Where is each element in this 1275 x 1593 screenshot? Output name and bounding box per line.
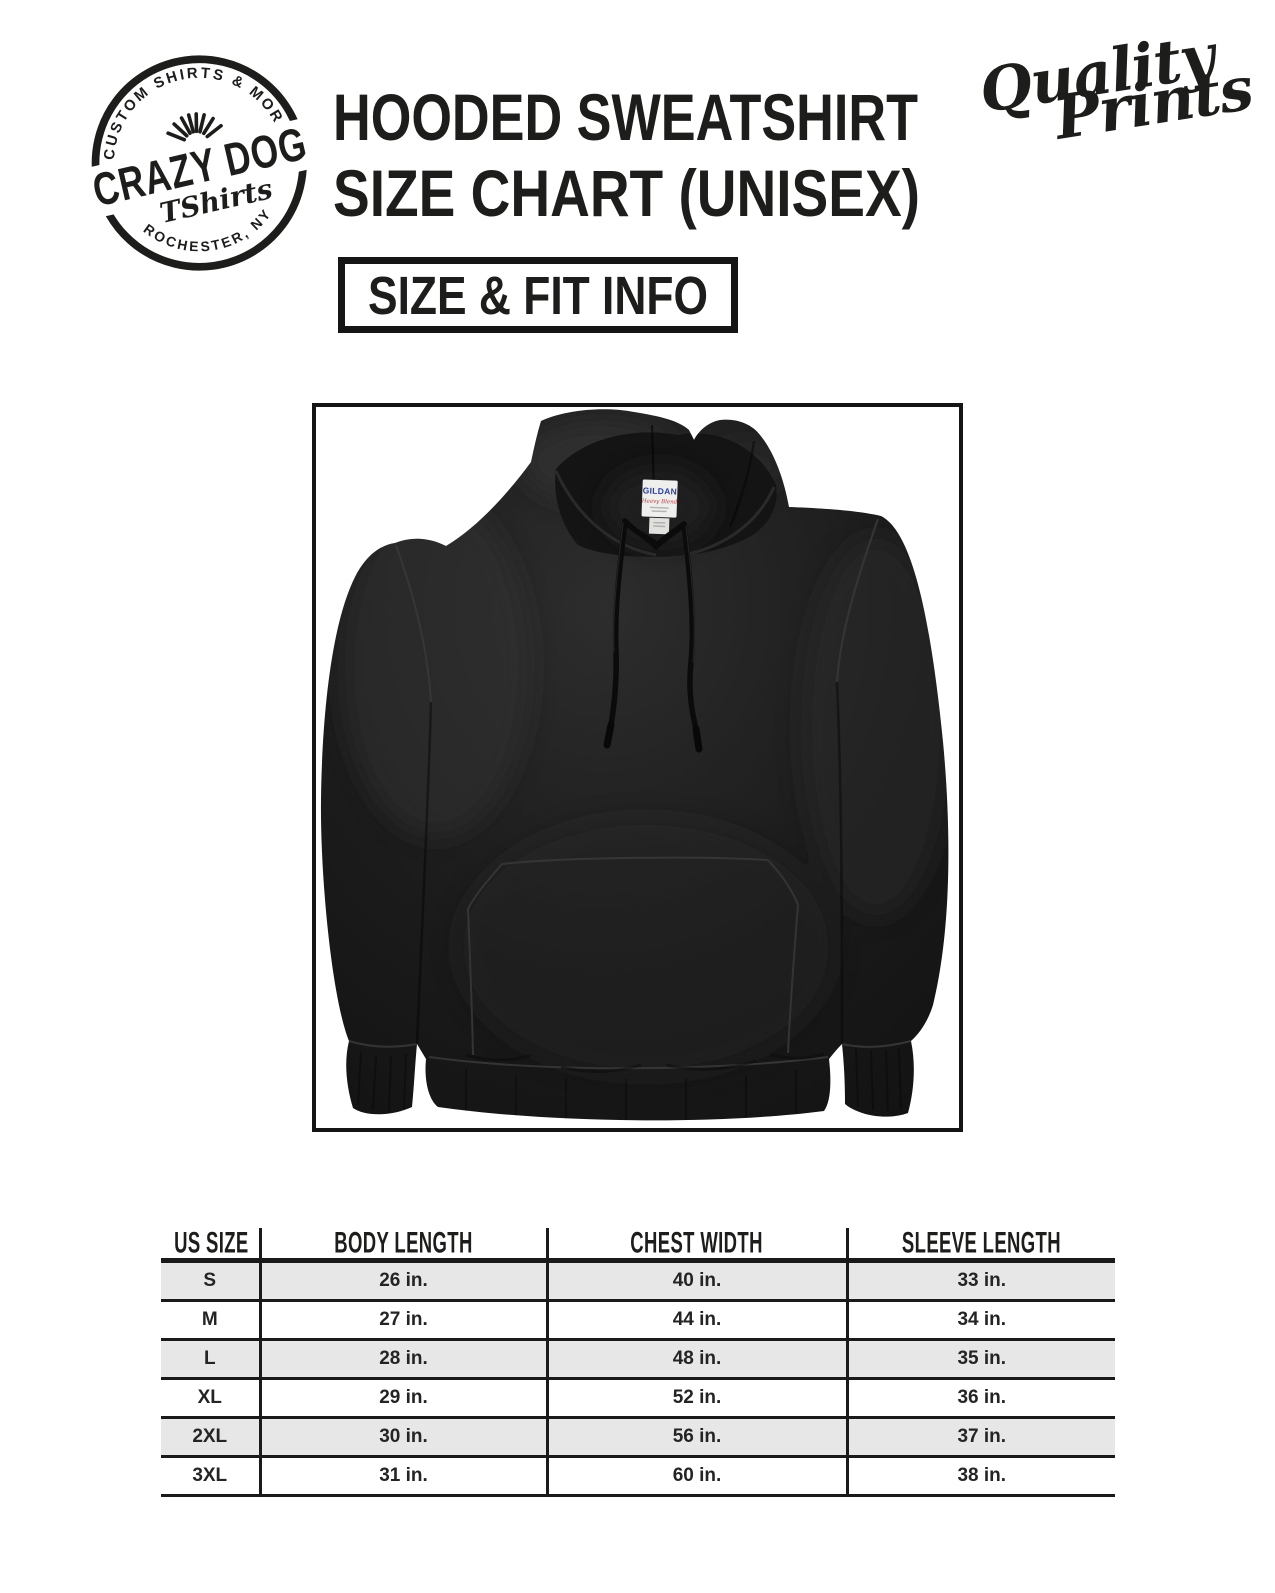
chest-width-cell: 56 in. bbox=[545, 1416, 847, 1457]
body-length-cell: 27 in. bbox=[258, 1299, 547, 1340]
body-length-cell: 30 in. bbox=[258, 1416, 547, 1457]
table-row-s: S 26 in. 40 in. 33 in. bbox=[161, 1259, 1115, 1301]
table-row-xl: XL 29 in. 52 in. 36 in. bbox=[161, 1377, 1115, 1418]
body-length-cell: 29 in. bbox=[258, 1377, 547, 1418]
chest-width-cell: 40 in. bbox=[545, 1259, 847, 1301]
badge-band bbox=[86, 113, 312, 223]
tag-line-text: Heavy Blend bbox=[641, 498, 678, 505]
table-row-3xl: 3XL 31 in. 60 in. 38 in. bbox=[161, 1455, 1115, 1497]
sleeve-length-cell: 33 in. bbox=[845, 1259, 1115, 1301]
column-header-label: CHEST WIDTH bbox=[630, 1225, 764, 1259]
sleeve-length-cell: 37 in. bbox=[845, 1416, 1115, 1457]
table-header-row: US SIZE BODY LENGTH CHEST WIDTH SLEEVE L… bbox=[161, 1225, 1115, 1263]
hoodie-shadow-lines bbox=[415, 440, 844, 1045]
page-title-line1: HOODED SWEATSHIRT bbox=[333, 90, 918, 154]
hoodie-seams bbox=[348, 518, 912, 1070]
page-title-line2: SIZE CHART (UNISEX) bbox=[333, 156, 920, 230]
sleeve-length-cell: 36 in. bbox=[845, 1377, 1115, 1418]
size-fit-info-text-svg: SIZE & FIT INFO bbox=[368, 266, 708, 326]
us-size-cell: 3XL bbox=[161, 1455, 260, 1497]
column-header-chest-width: CHEST WIDTH bbox=[545, 1225, 847, 1263]
chest-width-cell: 48 in. bbox=[545, 1338, 847, 1379]
body-length-cell: 31 in. bbox=[258, 1455, 547, 1497]
badge-sunburst-rays-icon bbox=[166, 112, 223, 142]
quality-prints-logo: Quality Prints bbox=[975, 21, 1257, 236]
us-size-cell: XL bbox=[161, 1377, 260, 1418]
us-size-cell: L bbox=[161, 1338, 260, 1379]
body-length-cell: 28 in. bbox=[258, 1338, 547, 1379]
chest-width-cell: 52 in. bbox=[545, 1377, 847, 1418]
column-header-sleeve-length: SLEEVE LENGTH bbox=[845, 1225, 1115, 1263]
column-header-label: US SIZE bbox=[174, 1225, 249, 1259]
sleeve-length-cell: 38 in. bbox=[845, 1455, 1115, 1497]
size-fit-info-badge: SIZE & FIT INFO bbox=[338, 257, 738, 333]
table-row-m: M 27 in. 44 in. 34 in. bbox=[161, 1299, 1115, 1340]
size-fit-info-label: SIZE & FIT INFO bbox=[368, 266, 708, 326]
column-header-body-length: BODY LENGTH bbox=[258, 1225, 547, 1263]
product-image-frame: GILDAN Heavy Blend bbox=[312, 403, 963, 1132]
crazy-dog-logo: CUSTOM SHIRTS & MORE ROCHESTER, NY CRAZY… bbox=[86, 53, 312, 271]
body-length-cell: 26 in. bbox=[258, 1259, 547, 1301]
sleeve-length-cell: 34 in. bbox=[845, 1299, 1115, 1340]
table-row-2xl: 2XL 30 in. 56 in. 37 in. bbox=[161, 1416, 1115, 1457]
column-header-label: BODY LENGTH bbox=[334, 1225, 473, 1259]
chest-width-cell: 60 in. bbox=[545, 1455, 847, 1497]
rib-texture bbox=[357, 1048, 902, 1121]
gildan-tag: GILDAN Heavy Blend bbox=[641, 479, 678, 535]
size-chart-table: US SIZE BODY LENGTH CHEST WIDTH SLEEVE L… bbox=[161, 1225, 1115, 1497]
chest-width-cell: 44 in. bbox=[545, 1299, 847, 1340]
hoodie-product-image: GILDAN Heavy Blend bbox=[320, 409, 949, 1121]
us-size-cell: S bbox=[161, 1259, 260, 1301]
column-header-us-size: US SIZE bbox=[161, 1225, 260, 1263]
sleeve-length-cell: 35 in. bbox=[845, 1338, 1115, 1379]
column-header-label: SLEEVE LENGTH bbox=[902, 1225, 1062, 1259]
hem-wrinkles bbox=[465, 1052, 825, 1073]
table-row-l: L 28 in. 48 in. 35 in. bbox=[161, 1338, 1115, 1379]
us-size-cell: 2XL bbox=[161, 1416, 260, 1457]
page-title: HOODED SWEATSHIRT SIZE CHART (UNISEX) bbox=[333, 90, 920, 230]
us-size-cell: M bbox=[161, 1299, 260, 1340]
hoodie-drawstrings bbox=[603, 518, 703, 753]
tag-brand-text: GILDAN bbox=[643, 485, 678, 496]
